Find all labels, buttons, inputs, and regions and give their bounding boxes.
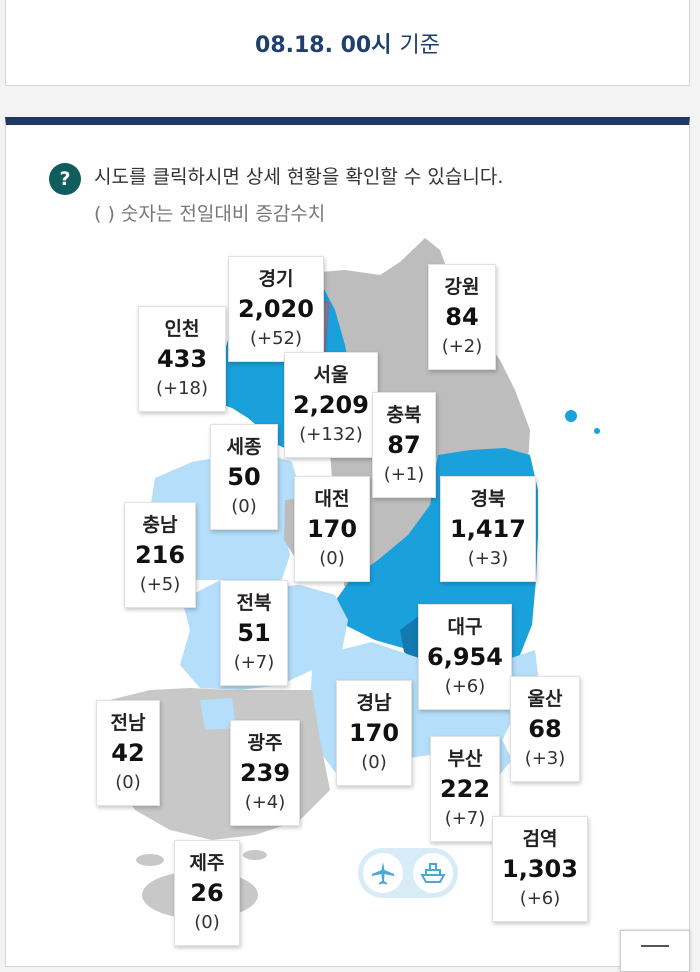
region-name: 전북 (236, 592, 272, 614)
region-count: 42 (111, 739, 145, 767)
region-card-chungbuk[interactable]: 충북 87 (+1) (372, 392, 436, 498)
region-name: 검역 (522, 828, 558, 850)
region-change: (+7) (444, 808, 486, 829)
region-card-daegu[interactable]: 대구 6,954 (+6) (418, 604, 512, 710)
region-name: 충남 (142, 514, 178, 536)
guide-text: 시도를 클릭하시면 상세 현황을 확인할 수 있습니다. (94, 166, 504, 188)
region-change: (0) (231, 496, 257, 517)
region-change: (+3) (524, 748, 566, 769)
region-count: 170 (348, 719, 400, 747)
region-name: 대전 (314, 488, 350, 510)
region-change: (+1) (383, 464, 425, 485)
region-count: 1,303 (502, 855, 578, 883)
region-card-daejeon[interactable]: 대전 170 (0) (294, 476, 370, 582)
reference-date-box: 08.18. 00시 기준 (5, 0, 690, 86)
region-name: 충북 (386, 404, 422, 426)
region-name: 광주 (247, 732, 283, 754)
region-card-quarantine[interactable]: 검역 1,303 (+6) (492, 816, 588, 922)
region-count: 433 (156, 345, 208, 373)
region-name: 제주 (189, 852, 225, 874)
region-change: (+4) (244, 792, 286, 813)
region-change: (+5) (139, 574, 181, 595)
region-name: 울산 (527, 688, 563, 710)
region-count: 2,209 (293, 391, 369, 419)
region-count: 68 (528, 715, 562, 743)
region-change: (+18) (155, 378, 209, 399)
region-count: 222 (439, 775, 491, 803)
region-change: (0) (194, 912, 220, 933)
airplane-icon[interactable] (363, 853, 403, 893)
region-name: 대구 (447, 616, 483, 638)
menu-button[interactable] (620, 930, 690, 972)
region-card-jeju[interactable]: 제주 26 (0) (174, 840, 240, 946)
region-count: 2,020 (238, 295, 314, 323)
region-name: 인천 (164, 318, 200, 340)
region-count: 6,954 (427, 643, 503, 671)
region-change: (+6) (444, 676, 486, 697)
region-card-jeonbuk[interactable]: 전북 51 (+7) (220, 580, 288, 686)
reference-date: 08.18. 00시 (255, 32, 392, 58)
region-card-jeonnam[interactable]: 전남 42 (0) (96, 700, 160, 806)
region-name: 경기 (258, 268, 294, 290)
region-card-seoul[interactable]: 서울 2,209 (+132) (284, 352, 378, 458)
region-change: (+6) (519, 888, 561, 909)
region-name: 강원 (444, 276, 480, 298)
region-name: 서울 (313, 364, 349, 386)
region-change: (0) (319, 548, 345, 569)
question-icon: ? (49, 163, 81, 195)
region-card-gwangju[interactable]: 광주 239 (+4) (230, 720, 300, 826)
region-count: 170 (306, 515, 358, 543)
region-count: 84 (445, 303, 479, 331)
region-change: (0) (115, 772, 141, 793)
region-card-gyeongbuk[interactable]: 경북 1,417 (+3) (440, 476, 536, 582)
map-region-gwangju[interactable] (200, 698, 236, 730)
region-card-busan[interactable]: 부산 222 (+7) (430, 736, 500, 842)
region-name: 경남 (356, 692, 392, 714)
region-card-gyeongnam[interactable]: 경남 170 (0) (336, 680, 412, 786)
menu-icon (641, 945, 669, 947)
region-count: 239 (239, 759, 291, 787)
region-card-ulsan[interactable]: 울산 68 (+3) (510, 676, 580, 782)
region-card-chungnam[interactable]: 충남 216 (+5) (124, 502, 196, 608)
region-count: 50 (227, 463, 261, 491)
region-name: 전남 (110, 712, 146, 734)
region-count: 26 (190, 879, 224, 907)
region-name: 부산 (447, 748, 483, 770)
region-count: 87 (387, 431, 421, 459)
region-count: 51 (237, 619, 271, 647)
guide-note: ( ) 숫자는 전일대비 증감수치 (94, 203, 326, 225)
region-change: (+7) (233, 652, 275, 673)
region-card-incheon[interactable]: 인천 433 (+18) (138, 306, 226, 412)
region-card-gangwon[interactable]: 강원 84 (+2) (428, 264, 496, 370)
ship-icon[interactable] (413, 853, 453, 893)
reference-date-suffix: 기준 (399, 32, 440, 58)
region-name: 경북 (470, 488, 506, 510)
region-change: (+52) (249, 328, 303, 349)
region-card-gyeonggi[interactable]: 경기 2,020 (+52) (228, 256, 324, 362)
region-change: (+2) (441, 336, 483, 357)
region-name: 세종 (226, 436, 262, 458)
region-count: 1,417 (450, 515, 526, 543)
region-change: (0) (361, 752, 387, 773)
region-change: (+132) (299, 424, 363, 445)
region-card-sejong[interactable]: 세종 50 (0) (210, 424, 278, 530)
region-change: (+3) (467, 548, 509, 569)
region-count: 216 (134, 541, 186, 569)
transport-pill (358, 848, 458, 898)
